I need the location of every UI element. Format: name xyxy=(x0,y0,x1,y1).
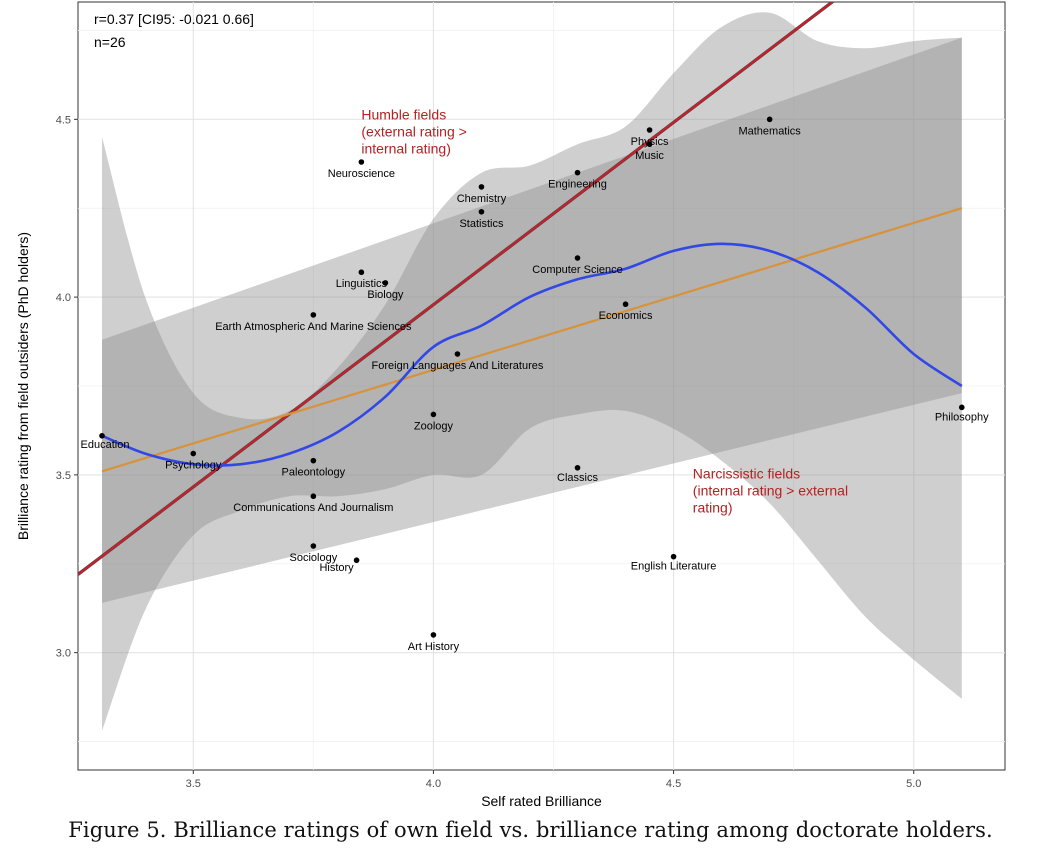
label-zoology: Zoology xyxy=(414,420,454,432)
humble-fields-annotation: Humble fields (external rating > internal … xyxy=(361,106,466,156)
loess-fit-line xyxy=(101,242,963,467)
fit-lines xyxy=(78,2,963,576)
narcissistic-fields-annotation: Narcissistic fields (internal rating > ex… xyxy=(693,465,848,515)
point-linguistics xyxy=(358,269,365,276)
point-economics xyxy=(622,301,629,308)
label-biology: Biology xyxy=(367,289,404,301)
identity-line xyxy=(78,2,835,576)
narcissistic-fields-annotation-line: Narcissistic fields xyxy=(693,465,800,481)
point-psychology xyxy=(190,450,197,457)
humble-fields-annotation-line: (external rating > xyxy=(361,123,466,139)
point-labels: Education Psychology Paleontology Communica… xyxy=(81,125,990,653)
correlation-stat: r=0.37 [CI95: -0.021 0.66] xyxy=(94,11,254,27)
x-tick-label: 4.0 xyxy=(426,778,441,790)
humble-fields-annotation-line: internal rating) xyxy=(361,140,451,156)
label-statistics: Statistics xyxy=(459,218,504,230)
label-chemistry: Chemistry xyxy=(457,193,507,205)
label-education: Education xyxy=(81,439,130,451)
y-axis-title: Brilliance rating from field outsiders (… xyxy=(15,232,31,540)
grid-layer xyxy=(78,2,1005,770)
chart-annotations: r=0.37 [CI95: -0.021 0.66] n=26 Self rat… xyxy=(15,11,848,809)
axes: 3.5 4.0 4.5 5.0 3.0 3.5 4.0 4.5 xyxy=(56,114,922,790)
point-earth-atmospheric-and-marine-sciences xyxy=(310,312,317,318)
point-zoology xyxy=(430,411,437,418)
point-history xyxy=(353,557,360,564)
scatter-chart: Education Psychology Paleontology Communica… xyxy=(15,1,1006,809)
point-computer-science xyxy=(574,255,581,261)
point-english-literature xyxy=(670,553,677,560)
point-music xyxy=(646,141,653,148)
y-tick-label: 4.5 xyxy=(56,114,71,126)
label-english-literature: English Literature xyxy=(631,561,717,573)
narcissistic-fields-annotation-line: rating) xyxy=(693,499,733,515)
label-linguistics: Linguistics xyxy=(336,278,388,290)
point-neuroscience xyxy=(358,159,365,165)
narcissistic-fields-annotation-line: (internal rating > external xyxy=(693,482,848,498)
y-tick-label: 3.0 xyxy=(56,648,71,660)
label-communications-and-journalism: Communications And Journalism xyxy=(233,502,393,514)
point-classics xyxy=(574,464,581,471)
point-education xyxy=(99,432,105,439)
label-physics: Physics xyxy=(631,136,669,148)
humble-fields-annotation-line: Humble fields xyxy=(361,106,446,122)
y-tick-label: 4.0 xyxy=(56,292,71,304)
point-statistics xyxy=(478,208,485,215)
label-music: Music xyxy=(635,150,664,162)
label-neuroscience: Neuroscience xyxy=(328,168,395,180)
point-mathematics xyxy=(766,116,773,123)
label-economics: Economics xyxy=(599,310,653,322)
y-tick-label: 3.5 xyxy=(56,470,71,482)
label-art-history: Art History xyxy=(408,641,460,653)
x-tick-label: 5.0 xyxy=(906,778,921,790)
linear-confidence-band xyxy=(102,37,962,603)
point-philosophy xyxy=(958,404,965,411)
confidence-bands xyxy=(102,12,962,731)
label-history: History xyxy=(319,562,354,574)
label-mathematics: Mathematics xyxy=(738,125,801,137)
loess-confidence-band xyxy=(102,12,962,731)
label-psychology: Psychology xyxy=(165,460,222,472)
point-engineering xyxy=(574,169,581,176)
point-foreign-languages-and-literatures xyxy=(454,351,461,357)
x-tick-label: 4.5 xyxy=(666,778,681,790)
label-paleontology: Paleontology xyxy=(282,467,346,479)
point-sociology xyxy=(310,543,317,549)
data-points xyxy=(99,116,965,638)
point-paleontology xyxy=(310,457,317,464)
label-foreign-languages-and-literatures: Foreign Languages And Literatures xyxy=(372,360,544,372)
label-sociology: Sociology xyxy=(290,552,338,564)
x-axis-title: Self rated Brilliance xyxy=(481,793,602,809)
linear-fit-line xyxy=(101,207,963,473)
x-tick-label: 3.5 xyxy=(186,778,201,790)
chart-svg: Education Psychology Paleontology Communica… xyxy=(15,1,1006,809)
sample-size-stat: n=26 xyxy=(94,34,126,50)
point-art-history xyxy=(430,632,437,638)
point-biology xyxy=(382,280,389,286)
point-physics xyxy=(646,127,653,133)
label-earth-atmospheric-and-marine-sciences: Earth Atmospheric And Marine Sciences xyxy=(215,321,412,333)
label-classics: Classics xyxy=(557,472,598,484)
point-communications-and-journalism xyxy=(310,493,317,500)
label-engineering: Engineering xyxy=(548,179,607,191)
label-philosophy: Philosophy xyxy=(935,411,989,423)
label-computer-science: Computer Science xyxy=(532,264,623,276)
point-chemistry xyxy=(478,184,485,190)
figure-caption: Figure 5. Brilliance ratings of own fiel… xyxy=(68,818,993,842)
